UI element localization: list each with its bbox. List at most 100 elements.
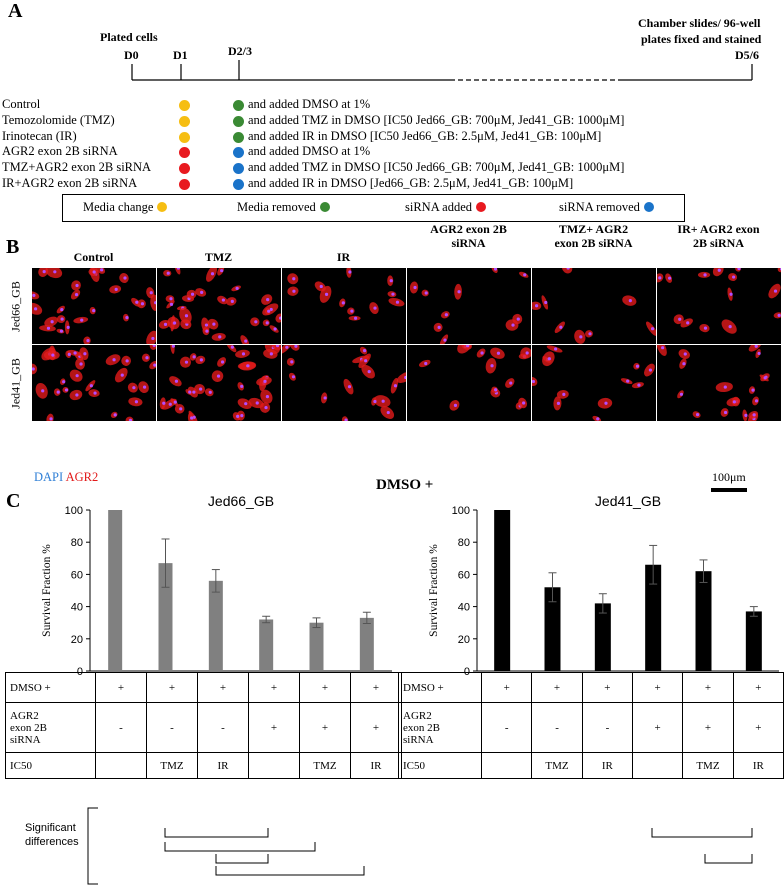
bar: [494, 510, 511, 671]
table-cell: +: [350, 672, 402, 703]
microscopy-column-header: IR: [336, 250, 351, 264]
condition-description: and added TMZ in DMSO [IC50 Jed66_GB: 70…: [248, 160, 625, 175]
chamber-label-2: plates fixed and stained: [641, 32, 762, 46]
table-cell: +: [248, 672, 300, 703]
microscopy-image: [157, 345, 281, 421]
d23-event-dot: [233, 163, 244, 175]
table-cell: IR: [350, 752, 402, 779]
table-cell: +: [299, 672, 351, 703]
row-header-text: DMSO +: [403, 681, 444, 694]
microscopy-image: [657, 268, 781, 344]
plated-cells-label: Plated cells: [100, 30, 158, 44]
bar: [594, 603, 611, 671]
d1-event-dot: [179, 147, 190, 159]
y-tick-label: 60: [71, 569, 83, 581]
panel-a-letter: A: [8, 0, 23, 22]
bar: [158, 563, 173, 671]
table-cell: -: [197, 702, 249, 753]
microscopy-column-header: IR+ AGR2 exon 2B siRNA: [677, 222, 760, 250]
row-header-text: IC50: [403, 759, 425, 772]
microscopy-image: [657, 345, 781, 421]
table-row: IC50 TMZ IR TMZ IR: [5, 752, 402, 779]
microscopy-row-label: Jed41_GB: [8, 358, 23, 409]
chart-title: Jed41_GB: [595, 493, 661, 509]
table-cell: IR: [197, 752, 249, 779]
table-jed66: DMSO + + + + + + + AGR2 exon 2B siRNA - - - + + + IC50 TM…: [5, 672, 402, 779]
bar: [745, 611, 762, 671]
table-row: IC50 TMZ IR TMZ IR: [397, 752, 784, 779]
y-tick-label: 100: [65, 505, 83, 517]
legend-dot: [157, 202, 168, 212]
row-header-line: AGR2: [403, 709, 432, 722]
row-header-line: siRNA: [403, 733, 434, 746]
d23-label: D2/3: [228, 44, 252, 58]
d23-event-dot: [233, 115, 244, 127]
dmso-header: DMSO +: [376, 477, 434, 493]
timeline-axis: [131, 60, 753, 81]
table-cell: IR: [581, 752, 634, 779]
condition-name: AGR2 exon 2B siRNA: [2, 144, 118, 159]
legend-item: Media change: [83, 200, 168, 215]
microscopy-column-header: TMZ+ AGR2 exon 2B siRNA: [554, 222, 633, 250]
y-tick-label: 20: [458, 634, 470, 646]
table-cell: +: [732, 702, 784, 753]
legend-item-label: Media removed: [237, 200, 316, 214]
legend-box: Media change Media removed siRNA added siRN…: [62, 194, 685, 222]
y-tick-label: 80: [458, 537, 470, 549]
condition-description: and added TMZ in DMSO [IC50 Jed66_GB: 70…: [248, 112, 625, 127]
table-cell: TMZ: [531, 752, 583, 779]
significance-brackets: [87, 807, 753, 885]
microscopy-image: [157, 268, 281, 344]
table-row-header: AGR2 exon 2B siRNA: [397, 702, 483, 753]
legend-item: siRNA removed: [559, 200, 654, 215]
bar: [309, 622, 324, 671]
table-row-header: IC50: [5, 752, 96, 779]
significant-label-2: differences: [25, 836, 79, 848]
table-cell: -: [581, 702, 634, 753]
table-cell: TMZ: [682, 752, 734, 779]
microscopy-image: [282, 345, 406, 421]
table-cell: +: [682, 672, 734, 703]
microscopy-column-header: AGR2 exon 2B siRNA: [430, 222, 507, 250]
microscopy-row-label: Jed66_GB: [8, 281, 23, 332]
table-cell: [481, 752, 533, 779]
d56-label: D5/6: [735, 48, 759, 62]
condition-description: and added DMSO at 1%: [248, 144, 371, 159]
chart-title: Jed66_GB: [208, 493, 274, 509]
y-tick-label: 40: [71, 602, 83, 614]
microscopy-image: [32, 345, 156, 421]
microscopy-image: [407, 345, 531, 421]
table-cell: [632, 752, 684, 779]
d23-event-dot: [233, 100, 244, 111]
condition-description: and added DMSO at 1%: [248, 97, 371, 111]
table-cell: -: [146, 702, 198, 753]
table-cell: [248, 752, 300, 779]
legend-dot: [476, 202, 487, 212]
microscopy-image: [32, 268, 156, 344]
table-cell: +: [95, 672, 147, 703]
table-row: AGR2 exon 2B siRNA - - - + + +: [5, 702, 402, 753]
table-cell: +: [299, 702, 351, 753]
table-row: DMSO + + + + + + +: [397, 672, 784, 703]
row-header-line: AGR2: [10, 709, 39, 722]
row-header-text: DMSO +: [10, 681, 51, 694]
bar: [645, 564, 662, 671]
condition-name: Irinotecan (IR): [2, 128, 77, 143]
condition-name: IR+AGR2 exon 2B siRNA: [2, 176, 138, 190]
microscopy-image: [282, 268, 406, 344]
chamber-label-1: Chamber slides/ 96-well: [638, 16, 761, 30]
bar: [208, 580, 223, 671]
table-cell: TMZ: [299, 752, 351, 779]
legend-dot: [319, 202, 330, 212]
condition-name: TMZ+AGR2 exon 2B siRNA: [2, 160, 152, 175]
bar: [108, 510, 123, 671]
d1-event-dot: [179, 163, 190, 175]
d0-label: D0: [124, 48, 139, 62]
table-row-header: DMSO +: [397, 672, 483, 703]
table-row-header: DMSO +: [5, 672, 96, 703]
table-cell: +: [146, 672, 198, 703]
table-cell: +: [248, 702, 300, 753]
y-tick-label: 100: [452, 505, 470, 517]
microscopy-image: [407, 268, 531, 344]
